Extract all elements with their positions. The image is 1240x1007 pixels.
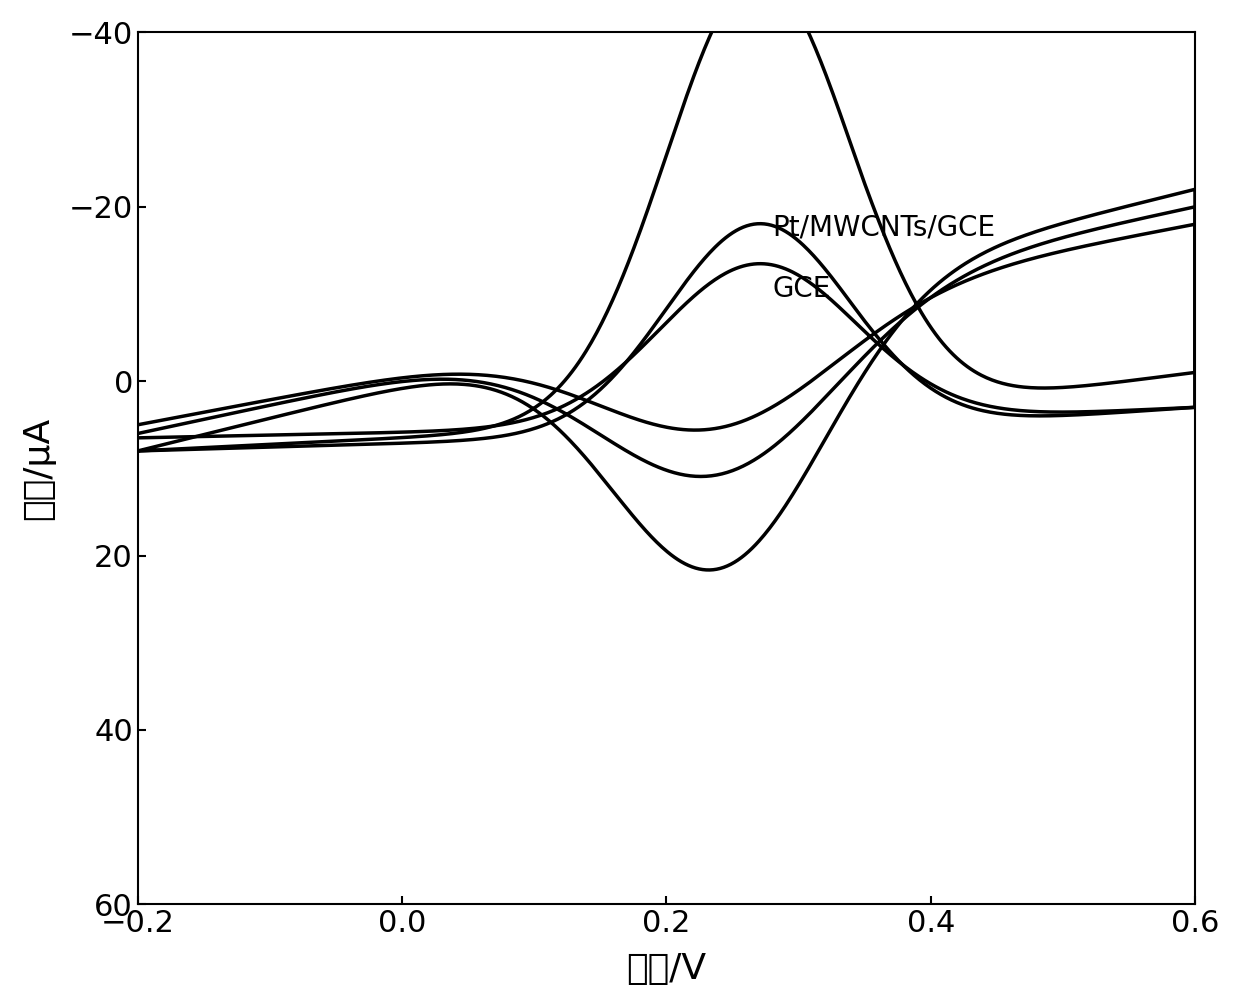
X-axis label: 电位/V: 电位/V <box>626 953 707 986</box>
Text: GCE: GCE <box>773 275 831 303</box>
Text: Pt/MWCNTs/GCE: Pt/MWCNTs/GCE <box>773 213 996 242</box>
Y-axis label: 电流/μA: 电流/μA <box>21 417 55 520</box>
